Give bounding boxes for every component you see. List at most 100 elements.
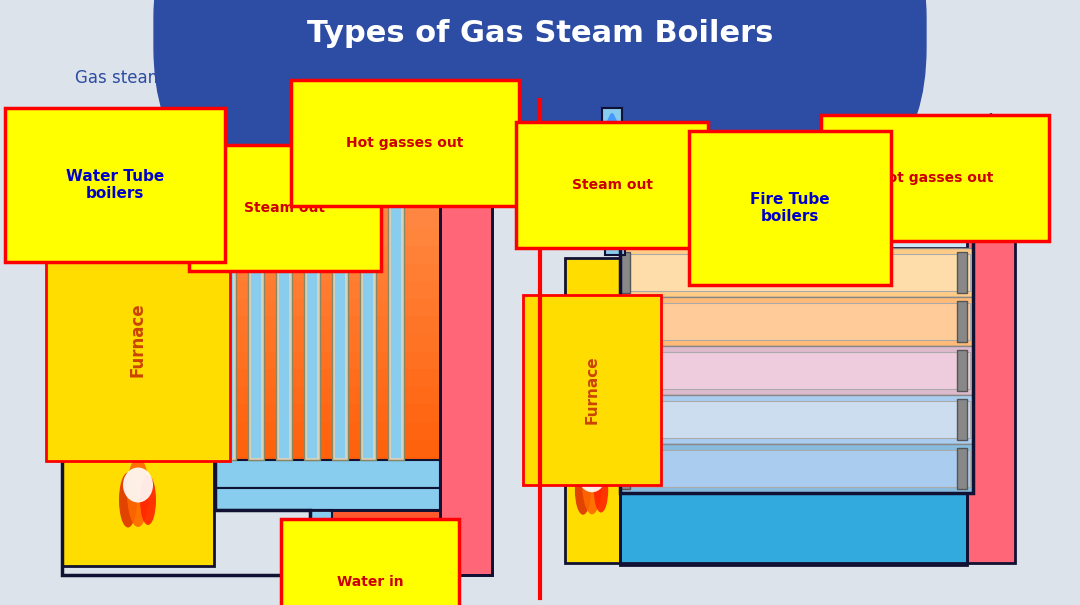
Bar	[215, 369, 440, 387]
Bar	[605, 175, 640, 195]
Bar	[279, 188, 289, 458]
Text: Hot gasses out: Hot gasses out	[347, 136, 463, 150]
Bar	[335, 188, 345, 458]
Bar	[215, 158, 440, 186]
Text: fire tube boilers: fire tube boilers	[490, 69, 642, 87]
Ellipse shape	[575, 465, 591, 515]
Bar	[957, 350, 967, 391]
Bar	[360, 186, 376, 460]
Bar	[215, 334, 440, 352]
Bar	[310, 567, 440, 575]
Bar	[310, 543, 440, 551]
Ellipse shape	[123, 468, 153, 503]
Bar	[303, 186, 320, 460]
Bar	[215, 352, 440, 369]
Bar	[620, 158, 973, 248]
Ellipse shape	[140, 475, 156, 525]
Bar	[310, 558, 440, 567]
Bar	[957, 448, 967, 489]
Bar	[215, 193, 440, 211]
Bar	[215, 460, 440, 488]
Bar	[623, 254, 970, 291]
Bar	[215, 387, 440, 405]
Bar	[388, 186, 404, 460]
Bar	[215, 211, 440, 229]
Bar	[957, 399, 967, 440]
Ellipse shape	[127, 457, 149, 527]
Bar	[310, 526, 440, 534]
Bar	[310, 510, 440, 575]
Bar	[215, 457, 440, 475]
Bar	[215, 440, 440, 457]
Bar	[310, 534, 440, 543]
Bar	[620, 493, 967, 565]
Bar	[215, 281, 440, 299]
Bar	[215, 246, 440, 264]
Bar	[310, 551, 440, 558]
Bar	[620, 297, 973, 346]
Ellipse shape	[119, 473, 137, 528]
Bar	[215, 488, 440, 510]
Bar	[623, 303, 970, 340]
Bar	[620, 158, 973, 493]
Text: Gas steam boilers are mainly divided into two types:: Gas steam boilers are mainly divided int…	[75, 69, 519, 87]
Bar	[620, 448, 630, 489]
Bar	[248, 186, 264, 460]
Bar	[620, 399, 630, 440]
Ellipse shape	[594, 468, 608, 512]
Text: Types of Gas Steam Boilers: Types of Gas Steam Boilers	[307, 19, 773, 48]
Bar	[222, 188, 233, 458]
Bar	[276, 186, 292, 460]
Bar	[215, 422, 440, 440]
Bar	[620, 301, 630, 342]
Bar	[620, 252, 630, 293]
Bar	[565, 258, 620, 563]
Bar	[220, 186, 237, 460]
Text: Hot gasses out: Hot gasses out	[876, 171, 994, 185]
Bar	[620, 346, 973, 395]
Bar	[440, 125, 492, 575]
Bar	[623, 450, 970, 487]
Ellipse shape	[582, 451, 602, 514]
Bar	[623, 352, 970, 389]
Bar	[215, 264, 440, 281]
Bar	[957, 252, 967, 293]
Text: Furnace: Furnace	[129, 302, 147, 378]
Text: Steam out: Steam out	[244, 201, 325, 215]
Bar	[307, 188, 318, 458]
Bar	[215, 229, 440, 246]
Bar	[391, 188, 401, 458]
Bar	[215, 158, 440, 175]
Text: Water Tube
boilers: Water Tube boilers	[66, 169, 164, 201]
Bar	[623, 401, 970, 438]
Bar	[215, 299, 440, 316]
Bar	[605, 175, 625, 255]
Bar	[215, 158, 440, 510]
Text: Steam out: Steam out	[571, 178, 652, 192]
Bar	[215, 492, 440, 510]
Bar	[620, 350, 630, 391]
Bar	[215, 404, 440, 422]
Bar	[332, 186, 348, 460]
Bar	[620, 395, 973, 444]
Ellipse shape	[579, 461, 606, 492]
Bar	[215, 475, 440, 492]
Bar	[602, 108, 622, 178]
Bar	[620, 493, 967, 563]
Bar	[310, 510, 332, 565]
Bar	[62, 158, 214, 566]
Text: and: and	[618, 69, 660, 87]
Bar	[215, 316, 440, 334]
Text: water tube boilers.: water tube boilers.	[635, 69, 814, 87]
Bar	[957, 301, 967, 342]
Text: Fire Tube
boilers: Fire Tube boilers	[751, 192, 829, 224]
Bar	[215, 175, 440, 194]
Bar	[363, 188, 373, 458]
Bar	[620, 444, 973, 493]
Bar	[967, 158, 1015, 563]
Text: Furnace: Furnace	[584, 356, 599, 424]
Bar	[310, 518, 440, 526]
Bar	[251, 188, 261, 458]
Bar	[310, 510, 440, 518]
Bar	[620, 248, 973, 297]
